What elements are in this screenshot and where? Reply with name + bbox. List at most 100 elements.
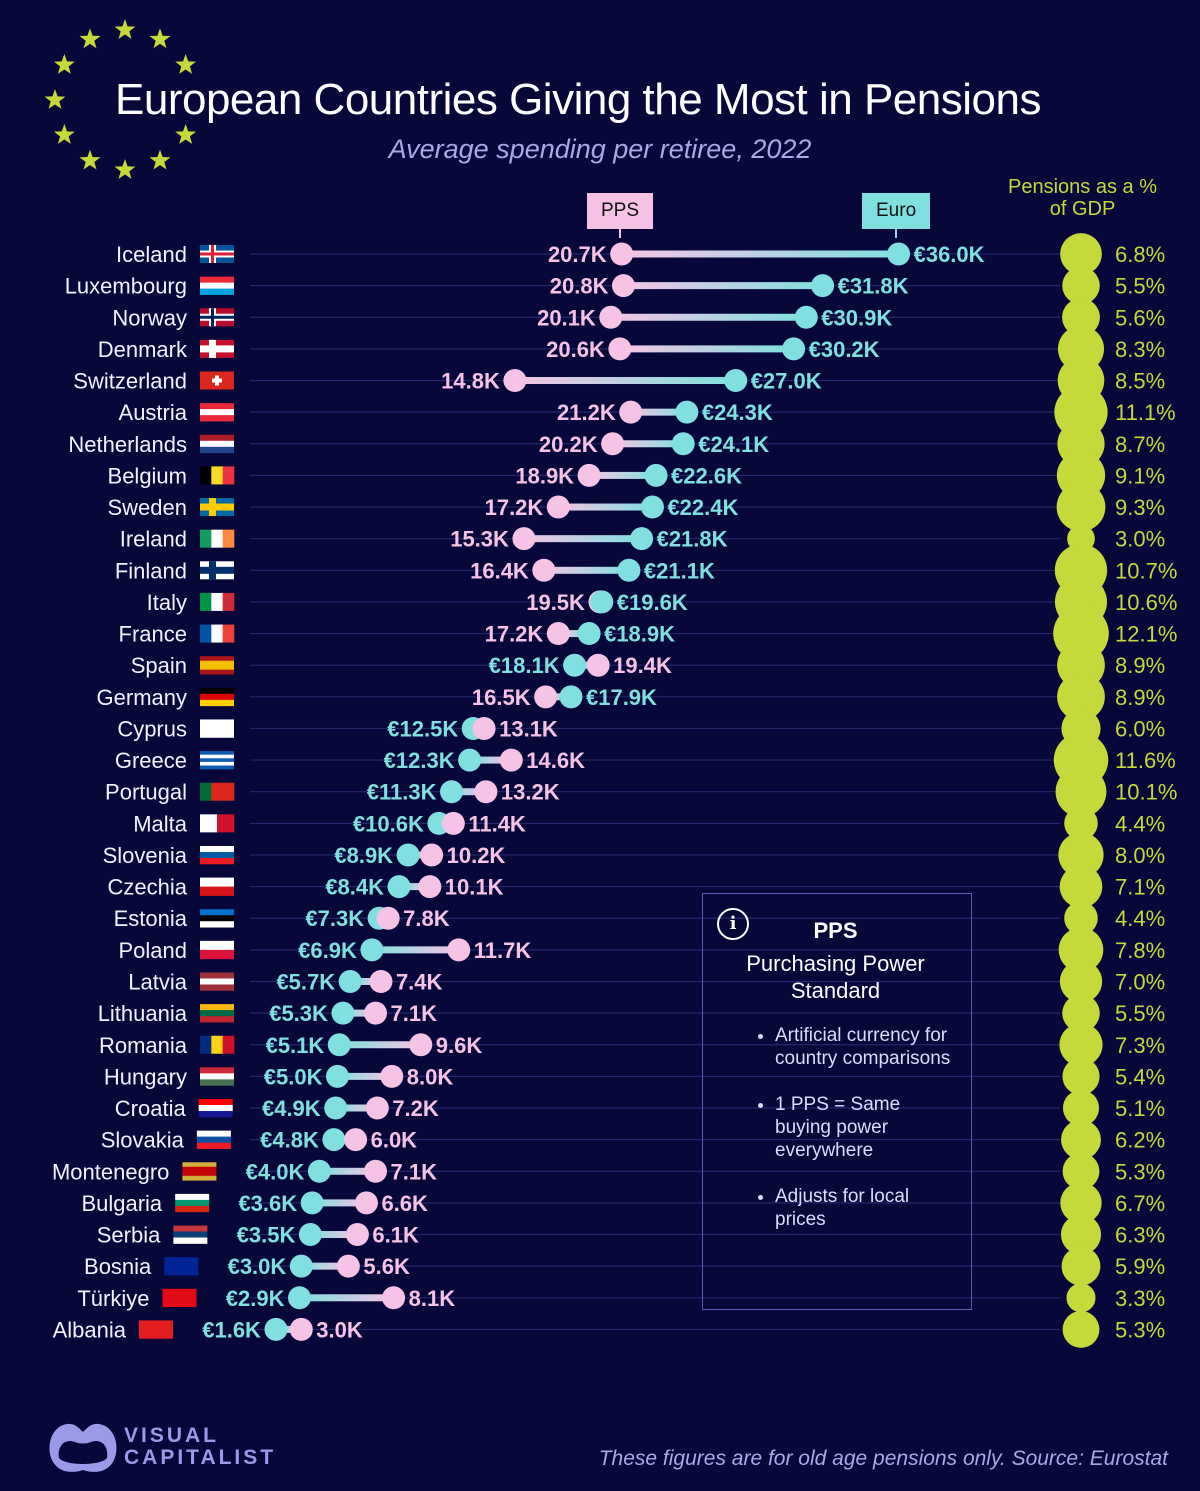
pps-dot	[532, 558, 556, 582]
euro-dot	[327, 1033, 351, 1057]
gdp-bubble	[1060, 1182, 1102, 1224]
chart-row: 17.2K €18.9K France 12.1%	[119, 605, 1177, 662]
pps-dot	[418, 875, 442, 899]
country-label: Norway	[112, 305, 187, 330]
pps-value-label: 11.4K	[468, 811, 526, 836]
gdp-value-label: 12.1%	[1115, 622, 1177, 647]
country-label: Finland	[115, 558, 187, 583]
chart-row: €12.5K 13.1K Cyprus 6.0%	[117, 708, 1165, 749]
chart-row: 19.5K €19.6K Italy 10.6%	[147, 575, 1177, 628]
gdp-value-label: 8.5%	[1115, 369, 1165, 394]
connector-line	[451, 788, 486, 796]
chart-row: €18.1K 19.4K Spain 8.9%	[131, 641, 1165, 690]
euro-dot	[287, 1286, 311, 1310]
euro-value-label: €19.6K	[617, 590, 688, 615]
euro-value-label: €30.2K	[809, 337, 880, 362]
gdp-value-label: 4.4%	[1115, 811, 1165, 836]
euro-dot	[387, 875, 411, 899]
euro-dot	[675, 400, 699, 424]
flag-stripe	[200, 761, 234, 766]
info-bullet: Adjusts for local prices	[775, 1185, 955, 1231]
pps-dot	[474, 780, 498, 804]
flag-stripe	[200, 660, 234, 666]
flag-icon	[200, 782, 235, 801]
flag-icon	[200, 972, 234, 991]
eu-star-icon	[79, 28, 101, 49]
euro-dot	[811, 274, 835, 298]
flag-stripe	[175, 1199, 210, 1207]
flag-stripe	[200, 915, 234, 922]
connector-line	[350, 977, 381, 985]
country-label: Greece	[115, 748, 187, 773]
pps-value-label: 10.2K	[447, 843, 506, 868]
pps-dot	[611, 274, 635, 298]
eu-star-icon	[175, 124, 197, 144]
gdp-bubble	[1057, 672, 1105, 721]
euro-dot	[322, 1128, 346, 1152]
pps-value-label: 16.4K	[470, 558, 529, 583]
chart-row: 16.4K €21.1K Finland 10.7%	[115, 544, 1177, 597]
chart-row: 18.9K €22.6K Belgium 9.1%	[108, 451, 1165, 500]
euro-value-label: €21.8K	[657, 527, 728, 552]
euro-value-label: €4.9K	[262, 1096, 321, 1121]
country-label: Albania	[53, 1317, 127, 1342]
flag-stripe	[200, 1016, 234, 1023]
country-label: Ireland	[120, 527, 187, 552]
info-bullet: Artificial currency for country comparis…	[775, 1024, 955, 1070]
euro-dot	[563, 653, 587, 677]
chart-row: €3.6K 6.6K Bulgaria 6.7%	[81, 1182, 1165, 1224]
flag-stripe	[222, 592, 235, 611]
connector-line	[371, 946, 459, 954]
flag-stripe	[200, 592, 212, 611]
flag-stripe	[200, 845, 234, 853]
pps-dot	[336, 1254, 360, 1278]
pps-dot	[601, 432, 625, 456]
country-label: Hungary	[104, 1064, 187, 1089]
euro-dot	[887, 242, 911, 266]
chart-row: 16.5K €17.9K Germany 8.9%	[97, 672, 1165, 721]
gdp-value-label: 11.6%	[1115, 748, 1176, 773]
flag-stripe	[222, 1035, 235, 1054]
flag-icon	[200, 814, 235, 833]
country-label: Türkiye	[77, 1286, 149, 1311]
flag-stripe	[211, 1035, 223, 1054]
gdp-value-label: 10.1%	[1115, 780, 1177, 805]
connector-line	[469, 756, 512, 764]
flag-stripe	[200, 886, 234, 896]
flag-icon	[200, 940, 234, 960]
euro-value-label: €27.0K	[751, 369, 822, 394]
country-label: Romania	[99, 1033, 188, 1058]
flag-stripe	[200, 949, 234, 960]
pps-dot	[503, 369, 527, 393]
connector-line	[408, 851, 432, 859]
flag-stripe	[200, 665, 234, 670]
flag-stripe	[200, 814, 218, 833]
pps-dot	[619, 400, 643, 424]
chart-row: €3.5K 6.1K Serbia 6.3%	[97, 1214, 1165, 1255]
country-label: Bosnia	[84, 1254, 152, 1279]
source-note: These figures are for old age pensions o…	[598, 1447, 1168, 1470]
country-label: France	[119, 622, 187, 647]
euro-dot	[360, 938, 384, 962]
connector-line	[558, 630, 590, 638]
country-label: Lithuania	[98, 1001, 188, 1026]
flag-icon	[200, 308, 234, 327]
flag-stripe	[173, 1237, 208, 1244]
flag-stripe	[200, 699, 234, 707]
flag-icon	[200, 245, 234, 263]
flag-icon	[200, 592, 235, 611]
flag-cross	[200, 315, 234, 319]
euro-value-label: €36.0K	[914, 242, 985, 267]
flag-icon	[200, 845, 234, 865]
connector-line	[574, 661, 599, 669]
flag-icon	[173, 1225, 208, 1244]
gdp-value-label: 4.4%	[1115, 906, 1165, 931]
flag-icon	[182, 1162, 217, 1181]
chart-row: 20.2K €24.1K Netherlands 8.7%	[68, 420, 1165, 468]
flag-stripe	[200, 851, 234, 859]
gdp-value-label: 5.4%	[1115, 1064, 1165, 1089]
chart-row: €11.3K 13.2K Portugal 10.1%	[105, 766, 1177, 818]
euro-value-label: €31.8K	[838, 274, 909, 299]
flag-stripe	[222, 624, 235, 643]
gdp-value-label: 6.3%	[1115, 1223, 1165, 1248]
